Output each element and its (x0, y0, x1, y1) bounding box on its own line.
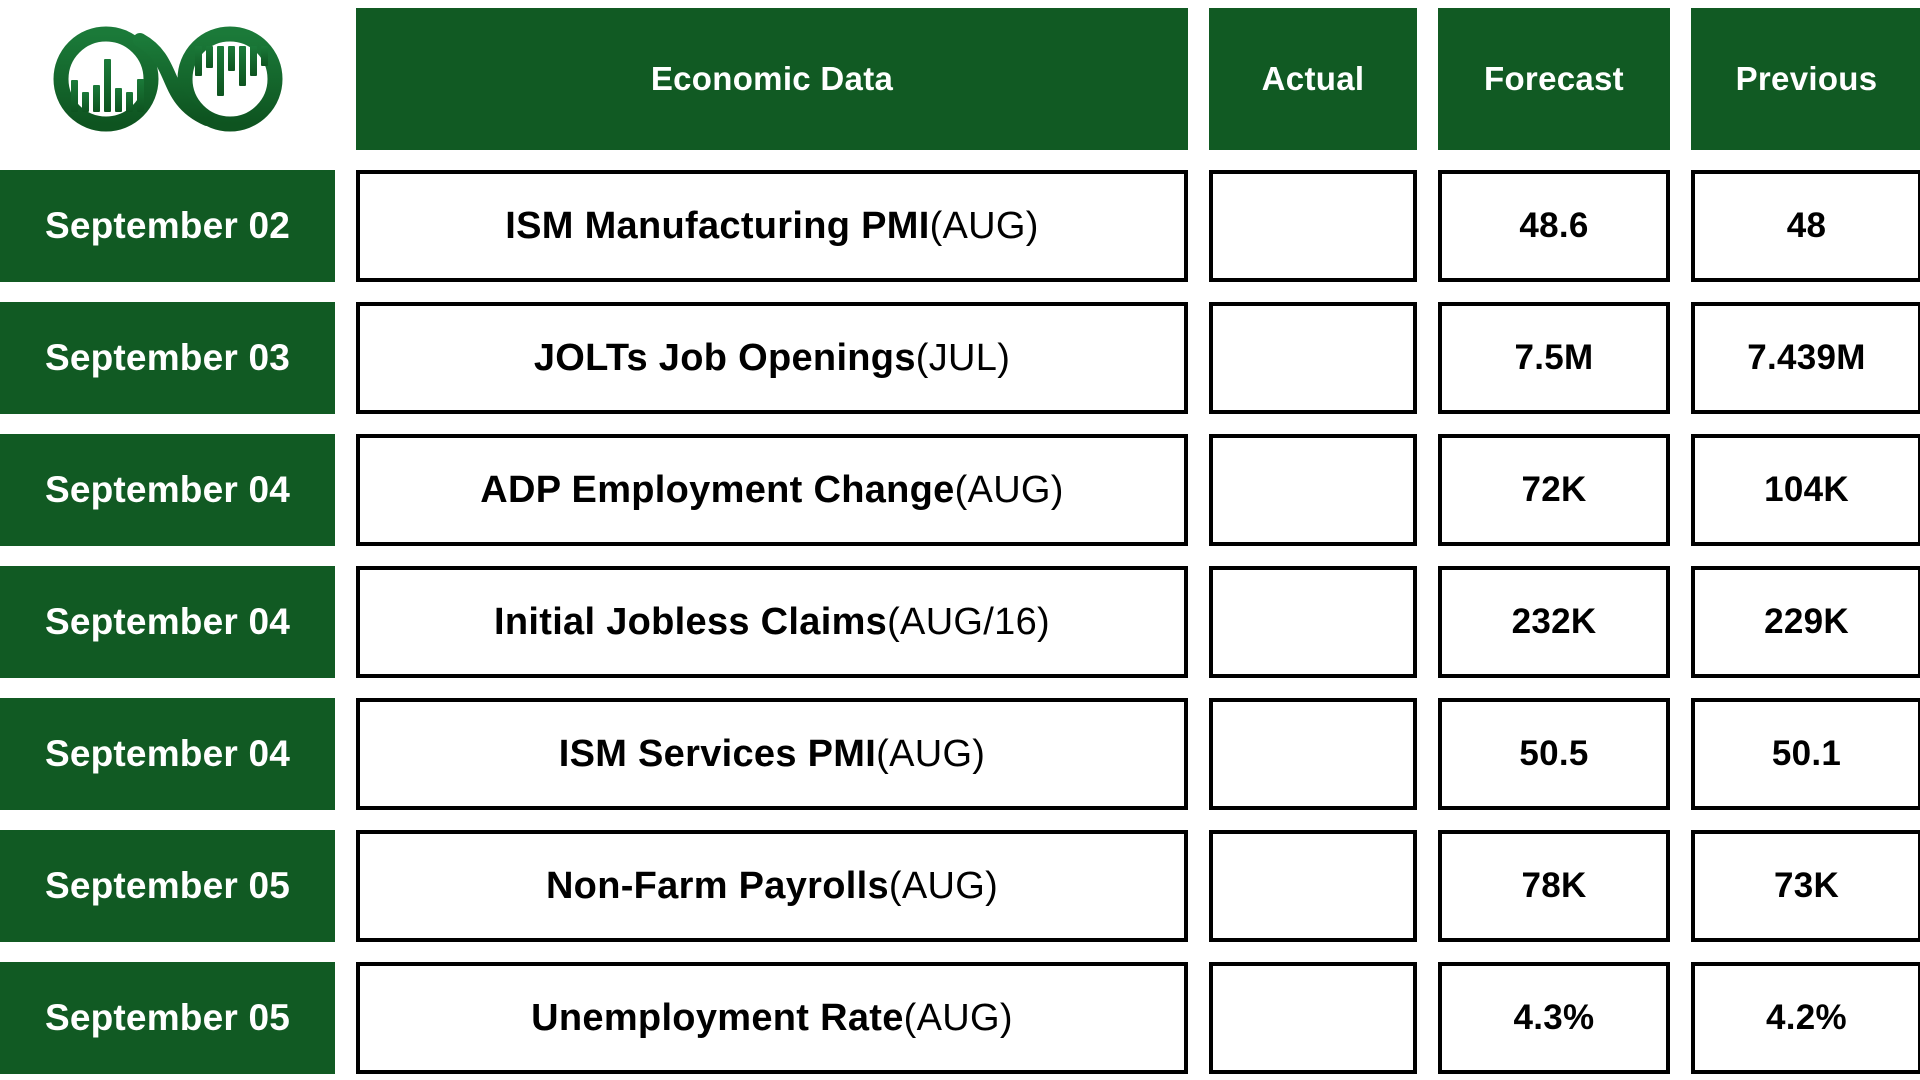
forecast-cell: 50.5 (1438, 698, 1670, 810)
forecast-cell: 48.6 (1438, 170, 1670, 282)
table-body: September 02 ISM Manufacturing PMI (AUG)… (0, 170, 1920, 1074)
date-cell: September 04 (0, 698, 335, 810)
date-cell: September 03 (0, 302, 335, 414)
actual-cell (1209, 434, 1417, 546)
infinity-bar-chart-logo-icon (53, 26, 282, 132)
event-period: (AUG) (876, 732, 986, 775)
previous-cell: 104K (1691, 434, 1920, 546)
date-cell: September 05 (0, 962, 335, 1074)
header-actual: Actual (1209, 8, 1417, 150)
actual-cell (1209, 698, 1417, 810)
table-row: September 04 Initial Jobless Claims (AUG… (0, 566, 1920, 678)
actual-cell (1209, 302, 1417, 414)
economic-calendar-table: Economic Data Actual Forecast Previous S… (0, 8, 1920, 1074)
forecast-cell: 4.3% (1438, 962, 1670, 1074)
table-row: September 05 Unemployment Rate (AUG) 4.3… (0, 962, 1920, 1074)
previous-cell: 7.439M (1691, 302, 1920, 414)
event-period: (AUG) (954, 468, 1064, 511)
event-period: (AUG) (903, 996, 1013, 1039)
header-forecast: Forecast (1438, 8, 1670, 150)
event-cell: ISM Manufacturing PMI (AUG) (356, 170, 1188, 282)
event-name: Non-Farm Payrolls (545, 864, 889, 907)
event-period: (AUG) (929, 204, 1039, 247)
forecast-cell: 232K (1438, 566, 1670, 678)
date-cell: September 05 (0, 830, 335, 942)
previous-cell: 73K (1691, 830, 1920, 942)
table-row: September 04 ADP Employment Change (AUG)… (0, 434, 1920, 546)
date-cell: September 04 (0, 434, 335, 546)
table-row: September 02 ISM Manufacturing PMI (AUG)… (0, 170, 1920, 282)
forecast-cell: 78K (1438, 830, 1670, 942)
previous-cell: 48 (1691, 170, 1920, 282)
date-cell: September 02 (0, 170, 335, 282)
table-row: September 04 ISM Services PMI (AUG) 50.5… (0, 698, 1920, 810)
table-row: September 03 JOLTs Job Openings (JUL) 7.… (0, 302, 1920, 414)
previous-cell: 4.2% (1691, 962, 1920, 1074)
event-period: (JUL) (915, 336, 1011, 379)
actual-cell (1209, 170, 1417, 282)
forecast-cell: 72K (1438, 434, 1670, 546)
forecast-cell: 7.5M (1438, 302, 1670, 414)
event-name: JOLTs Job Openings (533, 336, 916, 379)
event-cell: Non-Farm Payrolls (AUG) (356, 830, 1188, 942)
event-cell: Unemployment Rate (AUG) (356, 962, 1188, 1074)
header-row: Economic Data Actual Forecast Previous (0, 8, 1920, 150)
event-name: ADP Employment Change (480, 468, 955, 511)
event-name: ISM Services PMI (558, 732, 877, 775)
event-cell: JOLTs Job Openings (JUL) (356, 302, 1188, 414)
previous-cell: 229K (1691, 566, 1920, 678)
table-row: September 05 Non-Farm Payrolls (AUG) 78K… (0, 830, 1920, 942)
event-name: Initial Jobless Claims (494, 600, 888, 643)
logo-cell (0, 8, 335, 150)
event-name: ISM Manufacturing PMI (505, 204, 930, 247)
header-economic-data: Economic Data (356, 8, 1188, 150)
previous-cell: 50.1 (1691, 698, 1920, 810)
actual-cell (1209, 962, 1417, 1074)
date-cell: September 04 (0, 566, 335, 678)
event-cell: ADP Employment Change (AUG) (356, 434, 1188, 546)
event-period: (AUG/16) (887, 600, 1050, 643)
event-cell: ISM Services PMI (AUG) (356, 698, 1188, 810)
header-previous: Previous (1691, 8, 1920, 150)
event-period: (AUG) (888, 864, 999, 907)
actual-cell (1209, 830, 1417, 942)
event-cell: Initial Jobless Claims (AUG/16) (356, 566, 1188, 678)
event-name: Unemployment Rate (531, 996, 904, 1039)
actual-cell (1209, 566, 1417, 678)
